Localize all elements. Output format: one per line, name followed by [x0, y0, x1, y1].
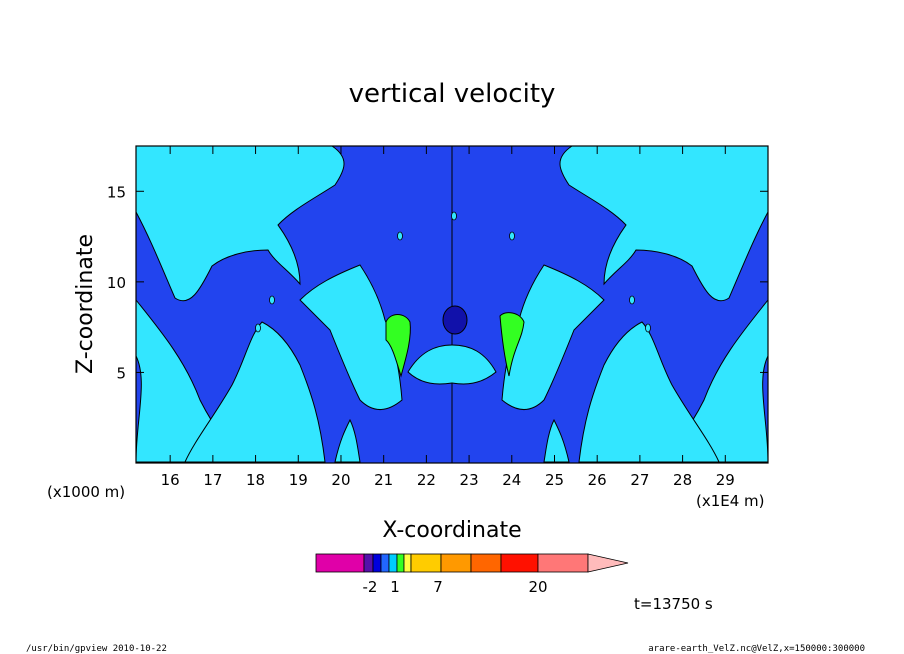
colorbar-segment-12: [537, 553, 589, 573]
colorbar-segment-7: [403, 553, 412, 573]
background-pocket-left-3: [334, 418, 361, 463]
deep-low-core: [442, 305, 468, 335]
y-ticks: 5 10 15: [107, 183, 768, 382]
high-velocity-cell-left: [385, 314, 411, 378]
x-tick-label-21: 21: [374, 471, 393, 489]
contour-speckle-3: [255, 323, 261, 333]
x-axis-label: X-coordinate: [382, 518, 521, 543]
x-tick-label-23: 23: [460, 471, 479, 489]
y-tick-label-15: 15: [107, 183, 126, 201]
contour-speckle-2: [509, 231, 515, 241]
x-tick-label-18: 18: [246, 471, 265, 489]
colorbar-labels: -2 1 7 20: [363, 578, 548, 596]
colorbar-label-0: -2: [363, 578, 378, 596]
x-tick-label-28: 28: [673, 471, 692, 489]
footer-right: arare-earth_VelZ.nc@VelZ,x=150000:300000: [648, 644, 865, 654]
x-tick-label-27: 27: [630, 471, 649, 489]
y-tick-label-10: 10: [107, 274, 126, 292]
colorbar-segment-5: [388, 553, 398, 573]
chart-title: vertical velocity: [349, 79, 556, 109]
contour-speckle-0: [451, 211, 457, 221]
plot-area: 16 17 18 19 20 21 22 23 24 25 26 27 28 29 5 10 15: [107, 145, 769, 489]
colorbar-segment-8: [410, 553, 442, 573]
plot-frame: [135, 145, 769, 464]
y-tick-label-5: 5: [116, 364, 126, 382]
time-label: t=13750 s: [634, 595, 713, 613]
colorbar-segment-3: [372, 553, 382, 573]
background-pocket-left-1: [184, 321, 326, 463]
colorbar-segment-0: [315, 553, 365, 573]
background-arch-center: [407, 344, 497, 385]
colorbar: [315, 553, 629, 573]
contour-speckle-4: [645, 323, 651, 333]
colorbar-label-3: 20: [528, 578, 547, 596]
x-unit-right: (x1E4 m): [696, 492, 765, 510]
x-tick-label-24: 24: [502, 471, 521, 489]
colorbar-segment-10: [470, 553, 502, 573]
background-pocket-right-1: [578, 321, 720, 463]
contour-speckle-1: [397, 231, 403, 241]
x-tick-label-29: 29: [716, 471, 735, 489]
x-unit-left: (x1000 m): [47, 483, 125, 501]
contour-fields: [135, 145, 769, 464]
colorbar-segment-4: [380, 553, 390, 573]
colorbar-segment-2: [363, 553, 374, 573]
contour-speckle-5: [269, 295, 275, 305]
background-pocket-right-3: [543, 418, 570, 463]
colorbar-segment-11: [500, 553, 539, 573]
y-axis-label: Z-coordinate: [73, 234, 98, 374]
x-tick-label-17: 17: [203, 471, 222, 489]
colorbar-label-1: 1: [390, 578, 400, 596]
contour-speckle-6: [629, 295, 635, 305]
colorbar-label-2: 7: [433, 578, 443, 596]
high-velocity-cell-right: [499, 312, 525, 377]
colorbar-segment-6: [396, 553, 405, 573]
colorbar-segment-9: [440, 553, 472, 573]
x-tick-label-22: 22: [417, 471, 436, 489]
x-tick-label-20: 20: [331, 471, 350, 489]
x-tick-label-25: 25: [545, 471, 564, 489]
footer-left: /usr/bin/gpview 2010-10-22: [26, 644, 167, 654]
colorbar-arrow: [587, 553, 629, 573]
x-tick-label-19: 19: [289, 471, 308, 489]
x-tick-label-16: 16: [161, 471, 180, 489]
x-ticks: 16 17 18 19 20 21 22 23 24 25 26 27 28 29: [161, 146, 735, 489]
x-tick-label-26: 26: [588, 471, 607, 489]
